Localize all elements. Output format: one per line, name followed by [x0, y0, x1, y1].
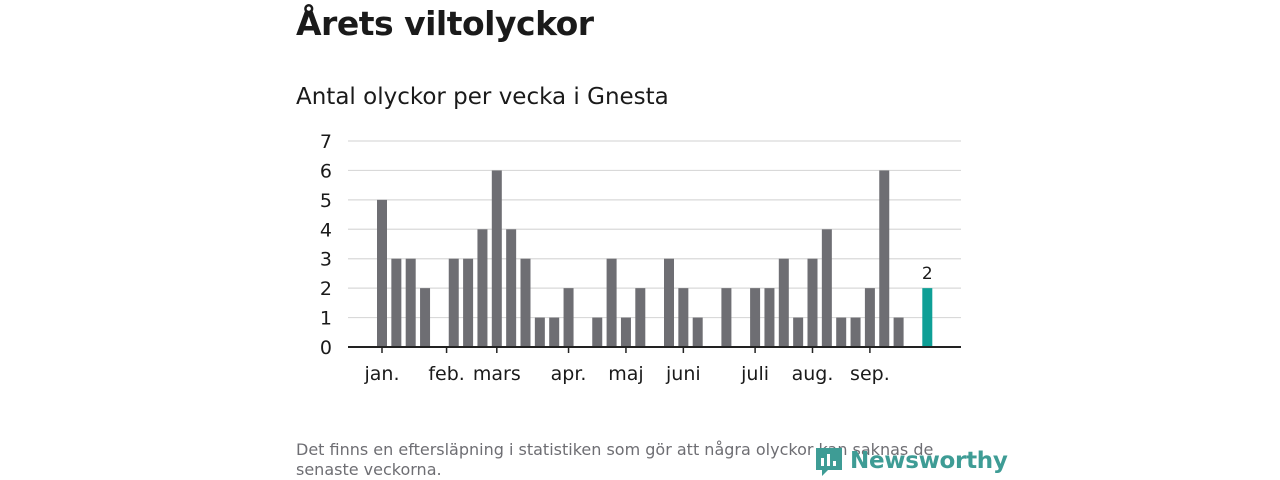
newsworthy-logo-icon — [816, 448, 842, 476]
y-tick-label: 6 — [320, 160, 332, 182]
bar — [807, 258, 818, 347]
bar — [850, 317, 861, 347]
bar — [893, 317, 904, 347]
bar — [477, 229, 488, 347]
bar — [764, 288, 775, 347]
y-axis-ticks: 0 1 2 3 4 5 6 7 — [320, 131, 332, 359]
bar — [520, 258, 531, 347]
bar — [420, 288, 431, 347]
x-tick-label: sep. — [850, 363, 890, 385]
chart-title: Antal olyckor per vecka i Gnesta — [296, 84, 669, 110]
highlight-bar — [922, 288, 933, 347]
x-tick-label: jan. — [363, 363, 399, 385]
x-tick-label: juli — [740, 363, 769, 385]
bar — [750, 288, 761, 347]
bar — [563, 288, 574, 347]
x-tick-label: feb. — [428, 363, 464, 385]
bar — [864, 288, 875, 347]
y-tick-label: 1 — [320, 308, 332, 330]
footnote: Det finns en eftersläpning i statistiken… — [296, 440, 934, 479]
bar-chart: 0 1 2 3 4 5 6 7 jan. feb. mars apr. maj juni juli aug.… — [320, 131, 961, 385]
bar — [491, 170, 502, 347]
brand-name: Newsworthy — [850, 448, 1008, 474]
bar — [405, 258, 416, 347]
bar — [664, 258, 674, 347]
bar — [391, 258, 402, 347]
bar — [592, 317, 603, 347]
bars — [377, 170, 933, 347]
y-tick-label: 2 — [320, 278, 332, 300]
bar — [836, 317, 847, 347]
bar — [692, 317, 703, 347]
bar — [678, 288, 689, 347]
y-tick-label: 4 — [320, 219, 332, 241]
bar — [549, 317, 560, 347]
bar — [463, 258, 474, 347]
bar — [879, 170, 890, 347]
bar — [721, 288, 732, 347]
bar — [778, 258, 789, 347]
bar — [635, 288, 646, 347]
x-axis-month-labels: jan. feb. mars apr. maj juni juli aug. sep. — [363, 347, 890, 385]
bar — [534, 317, 545, 347]
y-tick-label: 5 — [320, 190, 332, 212]
bar — [506, 229, 517, 347]
bar — [620, 317, 631, 347]
y-tick-label: 7 — [320, 131, 332, 153]
y-tick-label: 0 — [320, 337, 332, 359]
x-tick-label: aug. — [792, 363, 834, 385]
y-tick-label: 3 — [320, 249, 332, 271]
bar — [793, 317, 804, 347]
bar — [606, 258, 617, 347]
highlight-value-label: 2 — [922, 264, 933, 284]
bar — [377, 199, 387, 347]
bar — [448, 258, 459, 347]
x-tick-label: maj — [608, 363, 643, 385]
x-tick-label: juni — [665, 363, 701, 385]
page-title: Årets viltolyckor — [296, 4, 594, 43]
x-tick-label: apr. — [551, 363, 587, 385]
x-tick-label: mars — [473, 363, 521, 385]
brand: Newsworthy — [814, 444, 1008, 478]
bar — [821, 229, 832, 347]
